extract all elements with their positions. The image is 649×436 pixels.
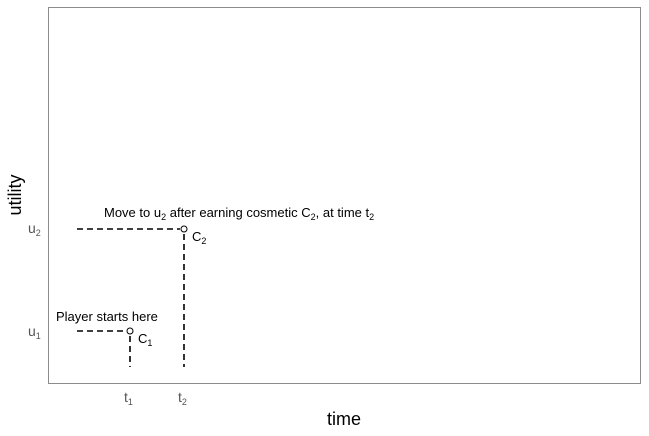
x-tick-t1: t1: [124, 389, 133, 407]
point-label-c2: C2: [192, 229, 207, 246]
x-axis-title: time: [327, 409, 362, 429]
panel-border: [48, 7, 641, 384]
y-axis-title: utility: [5, 174, 25, 216]
x-tick-t2: t2: [178, 389, 187, 407]
y-tick-u1: u1: [28, 323, 41, 341]
point-c1: [126, 327, 134, 335]
annotation-c2: Move to u2 after earning cosmetic C2, at…: [104, 205, 375, 222]
y-tick-u2: u2: [28, 220, 41, 238]
point-label-c1: C1: [138, 331, 153, 348]
annotation-c1: Player starts here: [56, 309, 158, 324]
point-c2: [180, 225, 188, 233]
